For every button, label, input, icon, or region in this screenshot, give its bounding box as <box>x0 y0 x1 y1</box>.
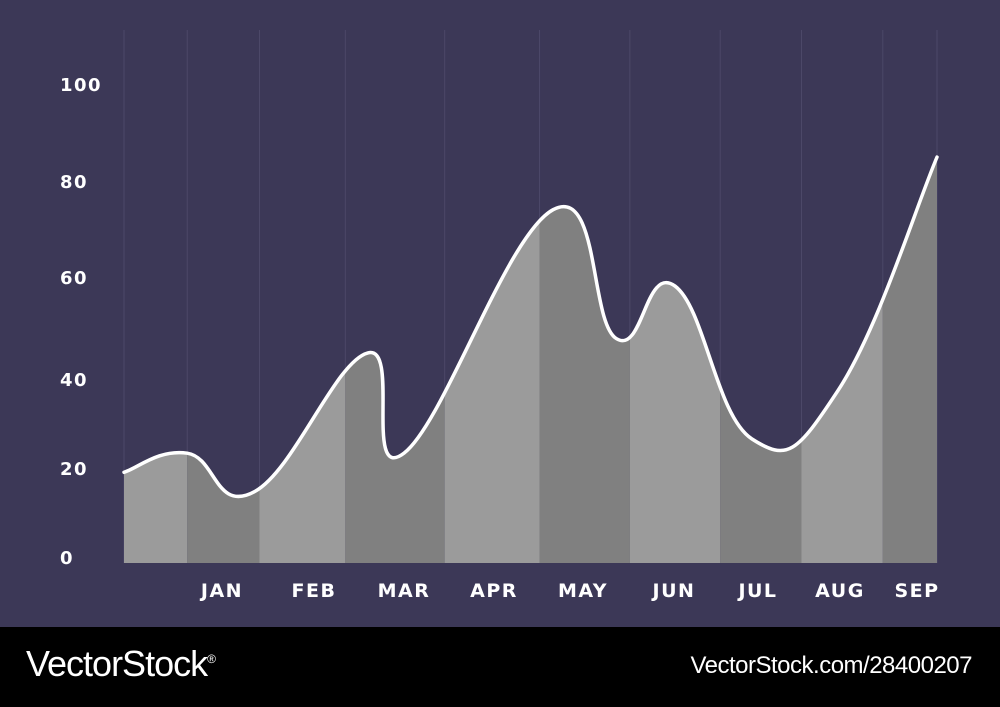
series-line <box>122 155 939 499</box>
series-line-layer <box>122 155 939 499</box>
x-tick-label: MAR <box>378 580 431 602</box>
y-tick-label: 20 <box>60 459 88 480</box>
area-band <box>720 157 802 563</box>
x-tick-label: JUN <box>651 580 696 602</box>
area-band <box>801 157 883 563</box>
watermark-registered-mark: ® <box>207 652 216 666</box>
area-band <box>345 157 445 563</box>
area-band <box>539 157 630 563</box>
area-band <box>259 157 346 563</box>
area-bands <box>124 157 937 563</box>
y-axis-ticks: 0 20 40 60 80 100 <box>60 75 102 569</box>
y-tick-label: 80 <box>60 172 88 193</box>
watermark-bar: VectorStock® VectorStock.com/28400207 <box>0 627 1000 707</box>
y-tick-label: 40 <box>60 370 88 391</box>
x-tick-label: JUL <box>736 580 777 602</box>
y-tick-label: 60 <box>60 268 88 289</box>
watermark-brand-name: VectorStock <box>26 643 208 684</box>
x-tick-label: MAY <box>558 580 608 602</box>
x-tick-label: AUG <box>815 580 865 602</box>
x-tick-label: JAN <box>199 580 243 602</box>
area-band <box>882 157 937 563</box>
x-axis-ticks: JAN FEB MAR APR MAY JUN JUL AUG SEP <box>199 580 939 602</box>
y-tick-label: 100 <box>60 75 102 96</box>
area-band <box>124 157 188 563</box>
watermark-url: VectorStock.com/28400207 <box>690 652 972 679</box>
y-tick-label: 0 <box>60 548 74 569</box>
area-band <box>629 157 721 563</box>
x-tick-label: APR <box>470 580 518 602</box>
x-tick-label: FEB <box>292 580 337 602</box>
x-tick-label: SEP <box>894 580 939 602</box>
area-band <box>187 157 260 563</box>
watermark-logo: VectorStock® <box>26 643 216 685</box>
area-chart: 0 20 40 60 80 100 JAN FEB MAR APR MAY JUN JUL AUG SEP <box>60 30 939 602</box>
